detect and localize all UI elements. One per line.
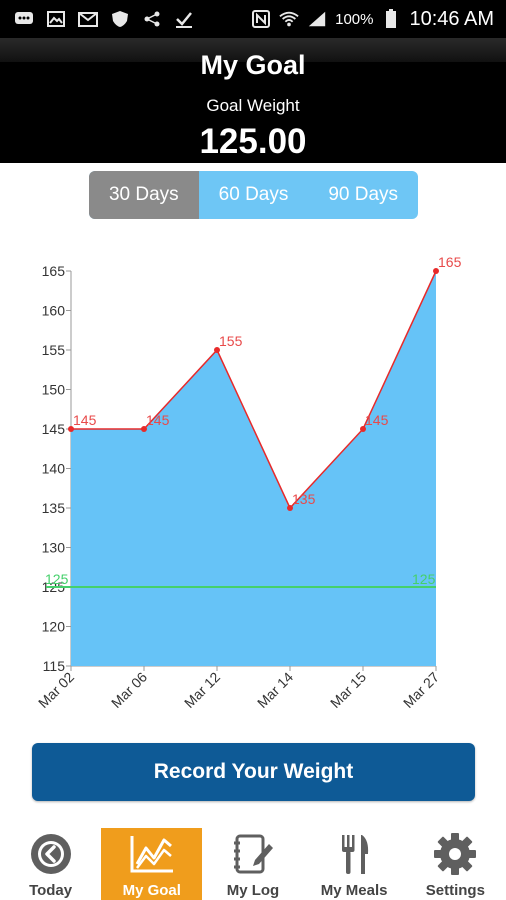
y-tick-label: 160 bbox=[42, 303, 66, 319]
data-point bbox=[214, 347, 220, 353]
y-tick-label: 130 bbox=[42, 540, 66, 556]
data-point-label: 155 bbox=[219, 333, 243, 349]
goal-header: My Goal Goal Weight 125.00 bbox=[0, 38, 506, 163]
data-point-label: 145 bbox=[365, 412, 389, 428]
goal-weight-label: Goal Weight bbox=[206, 96, 300, 115]
gear-icon bbox=[431, 832, 479, 876]
goal-line-label-left: 125 bbox=[45, 571, 69, 587]
chat-icon bbox=[14, 10, 34, 28]
data-point-label: 135 bbox=[292, 491, 316, 507]
data-point-label: 145 bbox=[73, 412, 97, 428]
wifi-icon bbox=[279, 10, 299, 28]
x-tick-label: Mar 06 bbox=[108, 669, 150, 711]
nav-label-today: Today bbox=[29, 882, 73, 899]
y-tick-label: 165 bbox=[42, 263, 66, 279]
clock: 10:46 AM bbox=[409, 7, 494, 30]
area-fill bbox=[71, 271, 436, 666]
battery-icon bbox=[381, 9, 401, 28]
nav-item-settings[interactable]: Settings bbox=[405, 828, 506, 900]
shield-icon bbox=[110, 10, 130, 28]
x-tick-label: Mar 27 bbox=[400, 669, 442, 711]
weight-chart: 115 120 125 130 135 140 145 150 155 160 165 125 125 1… bbox=[0, 230, 506, 730]
x-tick-label: Mar 14 bbox=[254, 669, 296, 711]
data-point bbox=[433, 268, 439, 274]
x-tick-label: Mar 15 bbox=[327, 669, 369, 711]
nav-label-my-log: My Log bbox=[226, 882, 280, 899]
series-line bbox=[71, 270, 437, 510]
status-bar: 100% 10:46 AM bbox=[0, 0, 506, 38]
system-icons: 100% 10:46 AM bbox=[251, 0, 494, 38]
data-point bbox=[360, 426, 366, 432]
notification-icons bbox=[0, 10, 194, 28]
battery-percent: 100% bbox=[335, 10, 374, 28]
page-title: My Goal bbox=[200, 50, 306, 80]
data-point bbox=[287, 505, 293, 511]
nav-label-settings: Settings bbox=[425, 882, 485, 899]
share-icon bbox=[142, 10, 162, 28]
data-point-label: 165 bbox=[438, 254, 462, 270]
notebook-icon bbox=[229, 832, 277, 876]
nav-label-my-meals: My Meals bbox=[320, 882, 388, 899]
y-tick-label: 115 bbox=[43, 658, 66, 674]
x-tick-label: Mar 02 bbox=[35, 669, 77, 711]
tab-60-days[interactable]: 60 Days bbox=[218, 184, 289, 205]
nfc-icon bbox=[251, 10, 271, 28]
check-icon bbox=[174, 10, 194, 28]
data-point bbox=[141, 426, 147, 432]
range-tabs: 30 Days 60 Days 90 Days bbox=[89, 171, 418, 219]
y-tick-label: 120 bbox=[42, 619, 66, 635]
y-tick-label: 155 bbox=[42, 342, 66, 358]
nav-item-my-goal[interactable]: My Goal bbox=[101, 828, 203, 900]
y-tick-label: 140 bbox=[42, 461, 66, 477]
nav-label-my-goal: My Goal bbox=[122, 882, 181, 899]
signal-icon bbox=[307, 10, 327, 28]
image-icon bbox=[46, 10, 66, 28]
data-point bbox=[68, 426, 74, 432]
tab-30-days[interactable]: 30 Days bbox=[89, 171, 199, 219]
header-strip bbox=[0, 38, 506, 62]
y-tick-label: 135 bbox=[42, 500, 66, 516]
mail-icon bbox=[78, 10, 98, 28]
nav-item-my-log[interactable]: My Log bbox=[202, 828, 303, 900]
goal-weight-value: 125.00 bbox=[199, 122, 307, 161]
back-circle-icon bbox=[27, 832, 75, 876]
y-tick-label: 145 bbox=[42, 421, 66, 437]
data-point-label: 145 bbox=[146, 412, 170, 428]
nav-item-my-meals[interactable]: My Meals bbox=[304, 828, 405, 900]
fork-knife-icon bbox=[330, 832, 378, 876]
chart-icon bbox=[128, 832, 176, 876]
goal-line-label-right: 125 bbox=[412, 571, 436, 587]
x-tick-label: Mar 12 bbox=[181, 669, 223, 711]
y-tick-label: 150 bbox=[42, 382, 66, 398]
nav-item-today[interactable]: Today bbox=[0, 828, 101, 900]
bottom-nav: Today My Goal My Log My Meals Settings bbox=[0, 828, 506, 900]
record-weight-button[interactable]: Record Your Weight bbox=[32, 743, 475, 801]
tab-90-days[interactable]: 90 Days bbox=[328, 184, 399, 205]
